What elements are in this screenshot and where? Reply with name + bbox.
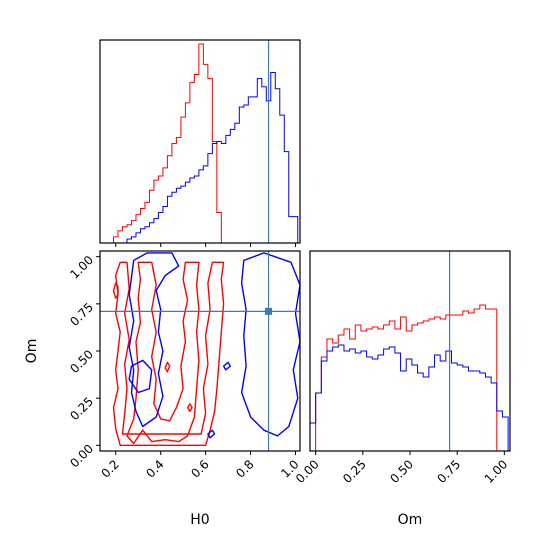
contour-blue-4 <box>207 429 216 439</box>
truth-point-marker <box>265 307 273 315</box>
contour-blue-0 <box>128 252 180 428</box>
om-x-axis-label: Om <box>398 512 423 528</box>
om-x-tick-label: 0.75 <box>434 457 463 486</box>
om-y-ticks: 0.00 0.25 0.50 0.75 1.00 <box>67 253 100 470</box>
om-histogram-red <box>310 304 509 452</box>
h0-om-contour-panel: 0.2 0.4 0.6 0.8 1.0 0.000.250.500.751.00 H0 … <box>24 250 302 528</box>
h0-x-ticks: 0.2 0.4 0.6 0.8 1.0 <box>98 451 302 481</box>
contour-red-1 <box>112 261 225 446</box>
h0-tick-label: 0.6 <box>188 457 211 480</box>
om-y-tick-label: 0.50 <box>67 347 96 376</box>
om-histogram-panel: 0.00 0.25 0.50 0.75 1.00 Om <box>293 250 511 528</box>
om-x-tick-label: 1.00 <box>482 457 511 486</box>
contour-red-2 <box>112 282 119 299</box>
h0-axis-label: H0 <box>190 512 209 528</box>
om-histogram-series <box>309 304 509 452</box>
om-x-tick-label: 0.00 <box>293 457 322 486</box>
h0-histogram-ticks <box>115 243 297 247</box>
contour-red-4 <box>186 403 193 413</box>
contour-blue-2 <box>128 359 153 394</box>
om-x-ticks: 0.00 0.25 0.50 0.75 1.00 <box>293 451 510 486</box>
contour-blue-1 <box>240 252 301 437</box>
h0-histogram-frame <box>99 39 301 244</box>
contour-blue-3 <box>222 361 231 371</box>
contour-red-3 <box>164 361 171 373</box>
om-y-tick-label: 0.25 <box>67 394 96 423</box>
h0-histogram-panel <box>99 39 301 247</box>
h0-histogram-blue <box>100 71 299 244</box>
h0-tick-label: 0.8 <box>233 457 256 480</box>
om-histogram-blue <box>309 344 509 451</box>
om-y-tick-label: 0.75 <box>67 300 96 329</box>
om-x-tick-label: 0.25 <box>340 457 369 486</box>
om-y-tick-label: 1.00 <box>67 253 96 282</box>
h0-tick-label: 0.4 <box>143 457 166 480</box>
om-histogram-frame <box>309 250 511 452</box>
om-y-axis-label: Om <box>24 339 40 364</box>
om-y-tick-label: 0.00 <box>67 442 96 471</box>
contour-series <box>112 252 301 446</box>
om-x-tick-label: 0.50 <box>387 457 416 486</box>
h0-tick-label: 0.2 <box>98 457 121 480</box>
